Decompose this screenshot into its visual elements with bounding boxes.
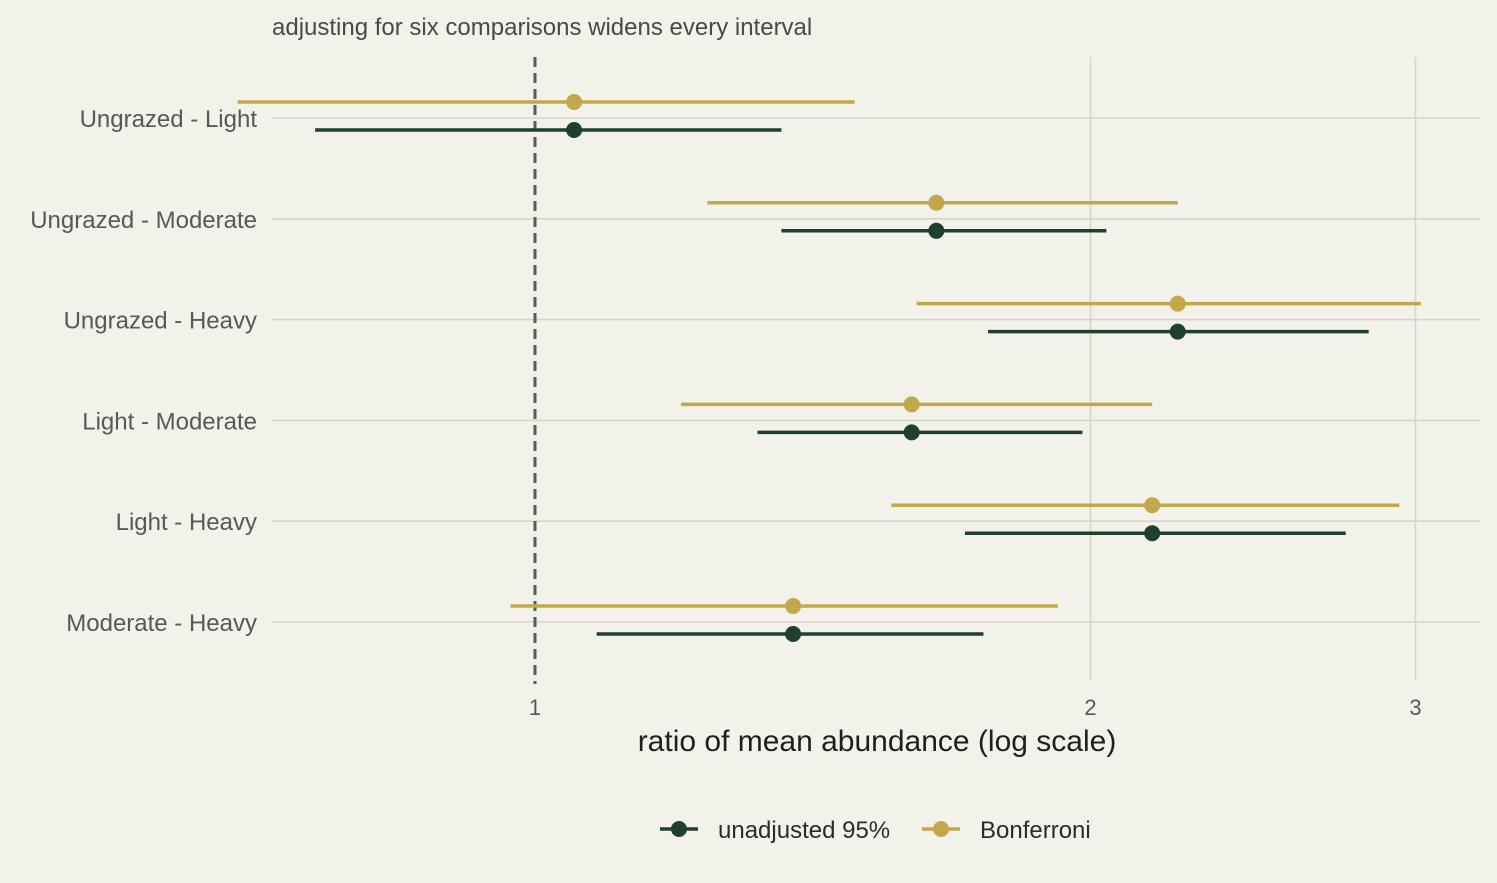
category-label: Moderate - Heavy — [66, 610, 257, 637]
legend-label: unadjusted 95% — [718, 817, 890, 844]
point-estimate — [903, 424, 920, 441]
interval-marks — [237, 94, 1421, 642]
grid-layer — [272, 57, 1480, 680]
legend-key-point — [671, 821, 687, 837]
legend-label: Bonferroni — [980, 817, 1091, 844]
chart-subtitle: adjusting for six comparisons widens eve… — [272, 14, 812, 41]
category-label: Light - Moderate — [82, 408, 257, 435]
point-estimate — [566, 122, 583, 138]
point-estimate — [1144, 497, 1161, 514]
x-axis-title: ratio of mean abundance (log scale) — [638, 725, 1117, 758]
category-label: Ungrazed - Light — [80, 106, 258, 133]
legend: unadjusted 95% Bonferroni — [660, 817, 1091, 844]
x-tick-labels: 1 2 3 — [529, 695, 1422, 720]
x-tick-label: 1 — [529, 695, 541, 720]
legend-key-point — [933, 821, 949, 837]
point-estimate — [1169, 323, 1186, 340]
x-tick-label: 2 — [1084, 695, 1096, 720]
point-estimate — [928, 222, 945, 239]
point-estimate — [566, 94, 583, 110]
category-labels: Ungrazed - Light Ungrazed - Moderate Ungra… — [30, 106, 257, 637]
point-estimate — [1169, 295, 1186, 312]
point-estimate — [785, 626, 802, 642]
point-estimate — [1144, 525, 1161, 542]
point-estimate — [903, 396, 920, 413]
category-label: Ungrazed - Moderate — [30, 207, 257, 234]
category-label: Light - Heavy — [116, 509, 257, 536]
point-estimate — [785, 598, 802, 614]
category-label: Ungrazed - Heavy — [64, 308, 257, 335]
x-tick-label: 3 — [1409, 695, 1421, 720]
point-estimate — [928, 194, 945, 211]
